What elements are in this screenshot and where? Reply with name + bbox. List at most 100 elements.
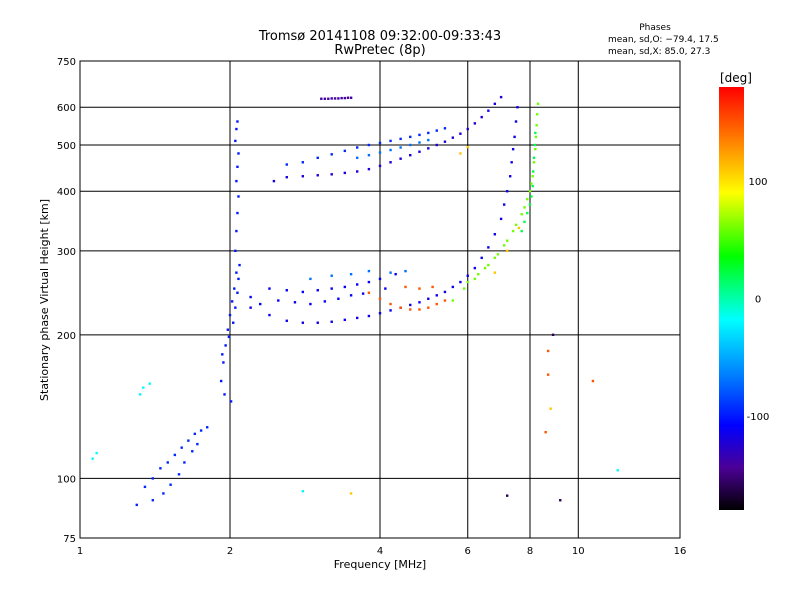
data-point bbox=[234, 139, 237, 143]
data-point bbox=[346, 96, 350, 99]
data-point bbox=[221, 353, 224, 356]
data-point bbox=[502, 244, 506, 247]
data-point bbox=[508, 175, 512, 178]
data-point bbox=[226, 328, 230, 331]
data-point bbox=[531, 184, 534, 188]
data-point bbox=[451, 136, 455, 139]
data-point bbox=[418, 287, 421, 290]
data-point bbox=[493, 233, 497, 236]
data-point bbox=[409, 303, 412, 307]
data-point bbox=[409, 308, 412, 311]
data-point bbox=[399, 137, 402, 141]
data-point bbox=[367, 167, 371, 171]
data-point bbox=[285, 163, 288, 166]
data-point bbox=[320, 97, 323, 100]
data-point bbox=[493, 256, 497, 260]
data-point bbox=[466, 127, 469, 131]
data-point bbox=[361, 292, 365, 295]
data-point bbox=[138, 393, 142, 396]
data-point bbox=[443, 127, 447, 130]
data-point bbox=[327, 97, 330, 100]
data-point bbox=[514, 120, 518, 123]
data-point bbox=[505, 190, 509, 193]
x-tick-label: 4 bbox=[377, 546, 383, 557]
data-point bbox=[268, 287, 271, 290]
data-point bbox=[235, 127, 238, 131]
y-tick-label: 200 bbox=[57, 331, 76, 342]
data-point bbox=[591, 379, 595, 383]
data-point bbox=[513, 135, 516, 139]
data-point bbox=[343, 318, 347, 322]
data-point bbox=[285, 289, 288, 292]
y-tick-label: 75 bbox=[63, 534, 76, 545]
data-point bbox=[230, 300, 234, 303]
colorbar-tick-label: 0 bbox=[755, 295, 761, 306]
data-point bbox=[91, 457, 94, 460]
data-point bbox=[389, 139, 392, 143]
data-point bbox=[323, 97, 327, 100]
data-point bbox=[367, 291, 371, 294]
data-point bbox=[180, 446, 183, 449]
data-point bbox=[546, 349, 550, 353]
y-tick-label: 600 bbox=[57, 103, 76, 114]
data-points bbox=[91, 95, 619, 507]
data-point bbox=[418, 301, 421, 304]
x-axis-label: Frequency [MHz] bbox=[334, 558, 426, 571]
data-point bbox=[196, 442, 199, 446]
data-point bbox=[301, 490, 305, 493]
data-point bbox=[427, 306, 430, 309]
data-point bbox=[389, 309, 392, 312]
data-point bbox=[487, 109, 490, 112]
data-point bbox=[418, 141, 421, 144]
data-point bbox=[349, 492, 353, 495]
data-point bbox=[546, 373, 550, 376]
data-point bbox=[535, 124, 538, 127]
data-point bbox=[234, 306, 237, 309]
chart-title: Tromsø 20141108 09:32:00-09:33:43 bbox=[258, 29, 501, 44]
x-tick-label: 8 bbox=[527, 546, 533, 557]
data-point bbox=[427, 138, 430, 142]
data-point bbox=[505, 249, 509, 253]
x-axis-ticks: 1 2 4 6 8 10 16 bbox=[77, 546, 687, 557]
data-point bbox=[443, 299, 447, 302]
data-point bbox=[337, 97, 340, 100]
data-point bbox=[477, 272, 480, 276]
data-point bbox=[330, 274, 333, 277]
data-point bbox=[340, 96, 343, 100]
data-point bbox=[404, 269, 407, 273]
data-point bbox=[532, 170, 535, 173]
data-point bbox=[309, 302, 312, 306]
data-point bbox=[510, 161, 513, 164]
y-axis-label: Stationary phase Virtual Height [km] bbox=[38, 199, 51, 401]
data-point bbox=[233, 287, 236, 290]
data-point bbox=[459, 132, 462, 135]
colorbar-tick-label: -100 bbox=[747, 412, 770, 423]
data-point bbox=[367, 143, 371, 147]
data-point bbox=[520, 229, 523, 233]
stats-line-o: mean, sd,O: −79.4, 17.5 bbox=[608, 35, 719, 45]
data-point bbox=[480, 256, 483, 260]
data-point bbox=[418, 150, 421, 153]
data-point bbox=[162, 492, 165, 495]
data-point bbox=[530, 195, 533, 198]
data-point bbox=[378, 297, 382, 300]
data-point bbox=[473, 122, 477, 125]
data-point bbox=[409, 135, 412, 139]
data-point bbox=[222, 361, 225, 364]
data-point bbox=[173, 453, 177, 457]
data-point bbox=[355, 156, 359, 160]
data-point bbox=[399, 306, 402, 309]
data-point bbox=[443, 290, 447, 294]
data-point bbox=[166, 461, 169, 464]
data-point bbox=[499, 95, 503, 99]
data-point bbox=[199, 429, 203, 432]
data-point bbox=[530, 182, 533, 185]
data-point bbox=[148, 382, 151, 385]
data-point bbox=[187, 439, 190, 442]
data-point bbox=[159, 467, 162, 470]
grid-lines bbox=[80, 61, 680, 538]
data-point bbox=[526, 211, 529, 215]
data-point bbox=[224, 344, 227, 347]
data-point bbox=[205, 426, 209, 429]
data-point bbox=[418, 308, 421, 311]
